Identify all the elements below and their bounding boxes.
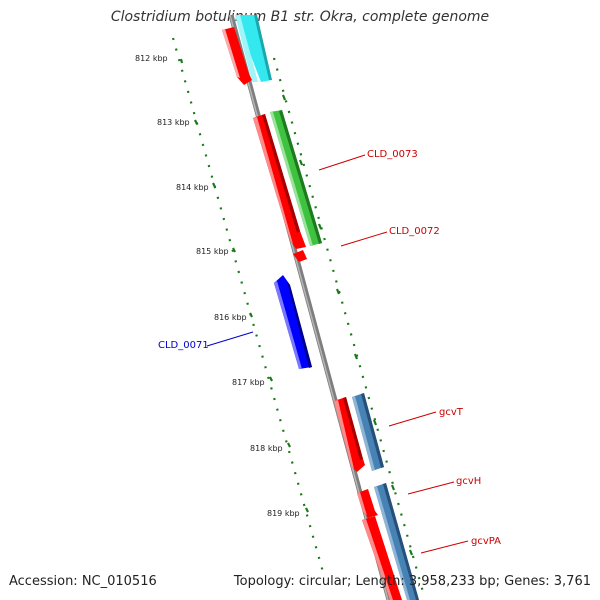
feature-gcvPA-red[interactable] xyxy=(362,516,402,600)
leader-cld0071 xyxy=(206,331,254,347)
gene-label-gcvH[interactable]: gcvH xyxy=(456,476,481,487)
tick-label-812: 812 kbp xyxy=(135,54,168,63)
gene-label-gcvT[interactable]: gcvT xyxy=(439,407,464,418)
tick-label-816: 816 kbp xyxy=(214,313,247,322)
feature-cld0073-red[interactable] xyxy=(253,114,306,249)
inner-tick-marks xyxy=(281,94,414,556)
tick-label-819: 819 kbp xyxy=(267,509,300,518)
tick-label-815: 815 kbp xyxy=(196,247,229,256)
feature-steelblue-1[interactable] xyxy=(352,393,384,471)
accession-text: Accession: NC_010516 xyxy=(9,574,157,589)
map-title: Clostridium botulinum B1 str. Okra, comp… xyxy=(110,9,490,25)
feature-red-top[interactable] xyxy=(222,27,252,85)
gene-label-cld0072[interactable]: CLD_0072 xyxy=(389,226,440,237)
tick-label-814: 814 kbp xyxy=(176,183,209,192)
feature-cld0071-blue[interactable] xyxy=(274,275,312,369)
feature-cld0072-green[interactable] xyxy=(270,110,322,246)
leader-cld0072 xyxy=(340,231,388,247)
feature-cyan-top[interactable] xyxy=(235,15,272,82)
leader-gcvH xyxy=(407,481,455,495)
tick-label-813: 813 kbp xyxy=(157,118,190,127)
tick-label-818: 818 kbp xyxy=(250,444,283,453)
leader-gcvT xyxy=(388,411,437,427)
feature-gcvH-red[interactable] xyxy=(357,489,378,518)
tick-label-817: 817 kbp xyxy=(232,378,265,387)
gene-label-cld0073[interactable]: CLD_0073 xyxy=(367,149,418,160)
leader-cld0073 xyxy=(318,154,366,171)
tick-marks xyxy=(179,58,309,513)
feature-gcvT-red[interactable] xyxy=(334,397,365,472)
leader-gcvPA xyxy=(420,540,469,554)
outer-scale-dots xyxy=(171,37,325,573)
feature-steelblue-2[interactable] xyxy=(374,483,419,600)
feature-red-small[interactable] xyxy=(293,250,307,262)
gene-label-gcvPA[interactable]: gcvPA xyxy=(471,536,501,547)
topology-text: Topology: circular; Length: 3,958,233 bp… xyxy=(233,574,591,589)
gene-label-cld0071[interactable]: CLD_0071 xyxy=(158,340,209,351)
